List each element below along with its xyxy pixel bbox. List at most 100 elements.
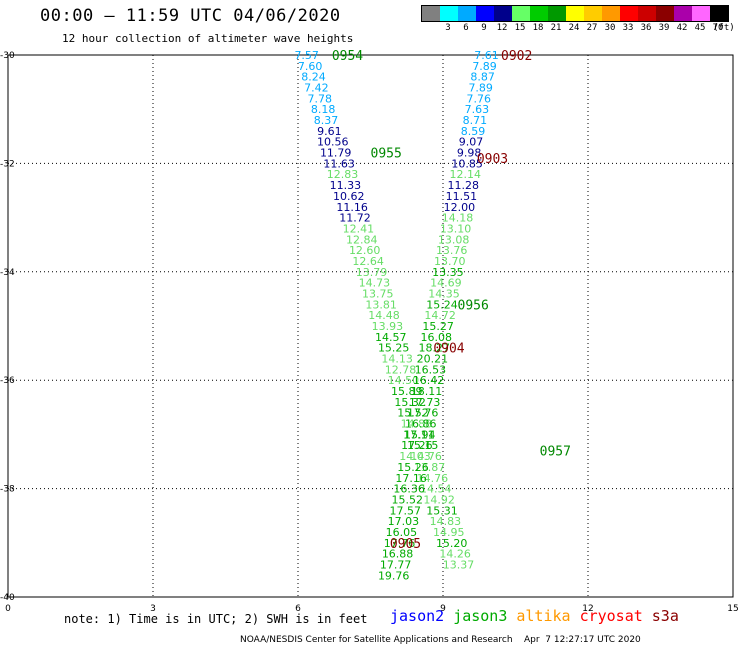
footnote: note: 1) Time is in UTC; 2) SWH is in fe… (64, 612, 368, 626)
chart-title: 00:00 – 11:59 UTC 04/06/2020 (40, 6, 341, 26)
colorbar-swatch (476, 6, 494, 21)
wave-height-value: 8.24 (301, 71, 326, 84)
pass-time-label: 0954 (332, 49, 363, 64)
wave-height-value: 15.26 (397, 461, 429, 474)
wave-height-value: 14.73 (359, 277, 391, 290)
colorbar-swatch (710, 6, 728, 21)
wave-height-value: 10.56 (317, 136, 349, 149)
wave-height-value: 16.42 (413, 374, 445, 387)
colorbar-label: 70 (712, 23, 724, 33)
wave-height-value: 13.10 (440, 222, 472, 235)
x-tick-label: 0 (5, 604, 11, 614)
colorbar-label: 12 (496, 23, 508, 33)
wave-height-value: 14.83 (430, 515, 462, 528)
colorbar-swatch (656, 6, 674, 21)
wave-height-value: 7.89 (472, 60, 497, 73)
wave-height-value: 15.94 (404, 428, 436, 441)
y-tick-label: -36 (0, 376, 15, 386)
colorbar-swatch (584, 6, 602, 21)
wave-height-value: 17.76 (407, 407, 439, 420)
wave-height-value: 7.57 (294, 49, 319, 62)
chart-subtitle: 12 hour collection of altimeter wave hei… (62, 32, 354, 45)
wave-height-value: 16.53 (415, 363, 447, 376)
wave-height-value: 14.26 (439, 548, 471, 561)
wave-height-value: 14.76 (417, 472, 449, 485)
colorbar-label: 33 (622, 23, 634, 33)
wave-height-value: 12.14 (449, 168, 481, 181)
wave-height-value: 14.35 (428, 287, 460, 300)
colorbar-label: 30 (604, 23, 616, 33)
wave-height-value: 14.50 (388, 374, 420, 387)
wave-height-value: 7.76 (467, 92, 492, 105)
wave-height-value: 7.61 (474, 49, 499, 62)
wave-height-value: 13.76 (436, 244, 468, 257)
y-tick-label: -34 (0, 268, 15, 278)
wave-height-value: 20.21 (417, 353, 449, 366)
wave-height-value: 7.78 (308, 92, 333, 105)
colorbar-swatch (530, 6, 548, 21)
colorbar-label: 36 (640, 23, 652, 33)
pass-time-label: 0904 (433, 342, 464, 357)
pass-time-label: 0903 (477, 152, 508, 167)
colorbar-swatch (548, 6, 566, 21)
wave-height-value: 11.72 (339, 212, 371, 225)
wave-height-value: 16.08 (420, 331, 452, 344)
wave-height-value: 14.13 (381, 353, 413, 366)
wave-height-value: 8.18 (311, 103, 336, 116)
colorbar (421, 5, 729, 22)
wave-height-value: 12.41 (343, 222, 375, 235)
wave-height-value: 15.20 (436, 537, 468, 550)
wave-height-value: 13.70 (434, 255, 466, 268)
wave-height-value: 17.76 (384, 537, 416, 550)
wave-height-value: 8.37 (314, 114, 339, 127)
wave-height-value: 14.18 (442, 212, 474, 225)
wave-height-value: 16.05 (386, 526, 418, 539)
wave-height-value: 13.93 (372, 320, 404, 333)
wave-height-value: 12.84 (346, 233, 378, 246)
colorbar-swatch (512, 6, 530, 21)
wave-height-value: 13.37 (443, 558, 475, 571)
wave-height-value: 17.77 (380, 558, 412, 571)
wave-height-value: 11.51 (446, 190, 478, 203)
wave-height-value: 15.52 (391, 493, 423, 506)
colorbar-swatch (620, 6, 638, 21)
colorbar-label: 18 (532, 23, 544, 33)
wave-height-value: 14.95 (433, 526, 465, 539)
x-tick-label: 9 (440, 604, 446, 614)
colorbar-swatch (566, 6, 584, 21)
colorbar-swatch (602, 6, 620, 21)
wave-height-value: 14.57 (375, 331, 407, 344)
x-tick-label: 12 (582, 604, 593, 614)
wave-height-value: 9.07 (459, 136, 484, 149)
wave-height-value: 14.92 (423, 493, 455, 506)
wave-height-value: 15.52 (397, 407, 429, 420)
wave-height-value: 16.86 (405, 418, 437, 431)
pass-time-label: 0957 (540, 445, 571, 460)
wave-height-value: 14.03 (399, 450, 431, 463)
wave-height-value: 16.88 (382, 548, 414, 561)
wave-height-value: 11.79 (320, 147, 352, 160)
legend-item-s3a: s3a (651, 607, 679, 625)
x-tick-label: 3 (150, 604, 156, 614)
wave-height-value: 17.11 (403, 428, 435, 441)
y-tick-label: -38 (0, 485, 15, 495)
wave-height-value: 17.16 (395, 472, 427, 485)
wave-height-value: 11.28 (448, 179, 480, 192)
pass-time-label: 0902 (501, 49, 532, 64)
wave-height-value: 14.88 (401, 418, 433, 431)
wave-height-value: 15.24 (426, 298, 458, 311)
wave-height-value: 9.98 (457, 147, 482, 160)
wave-height-value: 11.63 (323, 157, 355, 170)
wave-height-value: 10.62 (333, 190, 365, 203)
colorbar-swatch (494, 6, 512, 21)
wave-height-value: 19.76 (378, 569, 410, 582)
y-tick-label: -30 (0, 51, 15, 61)
wave-height-value: 13.35 (432, 266, 464, 279)
pass-time-label: 0956 (458, 298, 489, 313)
colorbar-swatch (458, 6, 476, 21)
wave-height-value: 14.54 (420, 483, 452, 496)
wave-height-value: 15.15 (407, 439, 439, 452)
y-tick-label: -40 (0, 593, 15, 603)
wave-height-value: 16.36 (393, 483, 425, 496)
colorbar-swatch (440, 6, 458, 21)
